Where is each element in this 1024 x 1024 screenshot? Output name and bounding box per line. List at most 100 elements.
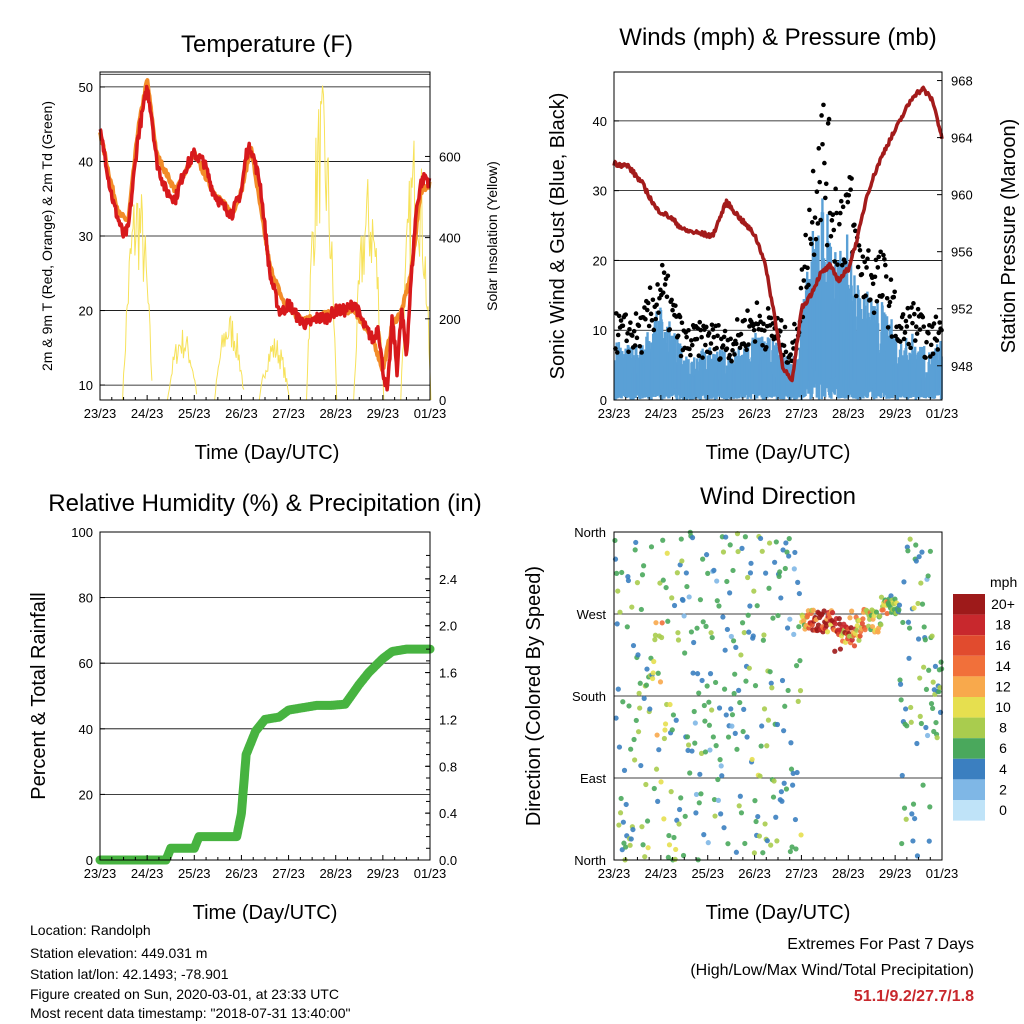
solar-series: [258, 338, 290, 401]
extremes-title: Extremes For Past 7 Days: [787, 936, 974, 953]
gust-point: [761, 321, 766, 327]
direction-point: [669, 727, 675, 733]
direction-point: [938, 659, 944, 665]
direction-point: [641, 695, 647, 701]
direction-point: [623, 801, 629, 808]
direction-point: [875, 629, 881, 635]
direction-point: [643, 781, 649, 788]
direction-point: [712, 813, 718, 819]
gust-point: [746, 342, 751, 347]
direction-point: [686, 594, 692, 600]
gust-point: [818, 217, 823, 223]
direction-point: [775, 612, 781, 619]
direction-point: [689, 534, 696, 541]
direction-point: [707, 671, 714, 677]
gust-point: [920, 314, 926, 320]
precip-y2-tick-label: 2.0: [439, 619, 457, 634]
direction-point: [910, 838, 916, 844]
direction-point: [635, 652, 641, 658]
legend-swatch: [953, 676, 985, 697]
direction-point: [635, 729, 642, 735]
gust-point: [853, 228, 858, 234]
gust-point: [805, 265, 810, 271]
direction-point: [903, 706, 909, 712]
direction-point: [703, 552, 710, 558]
direction-point: [709, 707, 715, 713]
gust-point: [889, 334, 895, 339]
direction-point: [796, 624, 802, 630]
gust-point: [937, 320, 942, 325]
gust-point: [679, 320, 685, 326]
gust-point: [704, 324, 709, 330]
gust-point: [859, 271, 865, 277]
gust-point: [720, 343, 726, 348]
direction-y-tick-label: North: [574, 525, 606, 540]
gust-point: [643, 316, 648, 322]
direction-point: [688, 629, 695, 635]
gust-point: [825, 121, 831, 126]
gust-point: [616, 313, 622, 319]
humidity-title: Relative Humidity (%) & Precipitation (i…: [48, 490, 481, 517]
legend-swatch: [953, 758, 985, 780]
direction-point: [633, 539, 639, 546]
direction-point: [650, 675, 656, 682]
direction-point: [648, 544, 655, 550]
direction-point: [720, 614, 726, 620]
direction-point: [657, 679, 664, 685]
direction-point: [761, 706, 768, 712]
direction-point: [730, 638, 737, 644]
direction-point: [901, 579, 907, 585]
legend-swatch: [953, 635, 985, 656]
humidity-x-tick-label: 25/23: [178, 866, 211, 881]
direction-point: [897, 677, 903, 683]
direction-point: [689, 748, 695, 754]
temperature-x-tick-label: 26/23: [225, 406, 258, 421]
gust-point: [684, 334, 689, 340]
gust-point: [845, 199, 851, 205]
direction-point: [757, 773, 763, 779]
direction-point: [615, 588, 621, 594]
direction-point: [698, 750, 705, 756]
gust-point: [837, 221, 842, 227]
gust-point: [868, 297, 873, 302]
gust-point: [648, 311, 654, 317]
direction-point: [666, 832, 672, 839]
gust-point: [883, 262, 888, 268]
direction-point: [660, 577, 666, 583]
direction-point: [711, 796, 718, 803]
gust-point: [649, 318, 655, 323]
direction-point: [774, 721, 781, 728]
direction-point: [764, 743, 770, 749]
direction-point: [823, 623, 829, 629]
direction-point: [913, 558, 919, 564]
gust-point: [706, 330, 712, 336]
direction-point: [722, 647, 728, 653]
direction-point: [923, 724, 929, 731]
gust-point: [860, 254, 866, 259]
direction-point: [751, 588, 757, 594]
direction-point: [768, 680, 774, 686]
gust-point: [857, 247, 863, 253]
direction-point: [905, 619, 912, 625]
direction-point: [700, 619, 706, 625]
direction-point: [797, 688, 804, 694]
direction-point: [674, 570, 680, 576]
pressure-y2-tick-label: 948: [951, 359, 973, 374]
direction-point: [636, 690, 642, 696]
gust-point: [698, 327, 703, 333]
direction-point: [749, 756, 755, 763]
direction-point: [750, 633, 756, 639]
direction-point: [644, 818, 651, 824]
direction-point: [703, 623, 709, 629]
direction-point: [662, 727, 668, 733]
direction-point: [715, 797, 721, 803]
gust-point: [644, 307, 650, 313]
direction-point: [697, 771, 703, 777]
gust-point: [665, 273, 671, 279]
gust-point: [846, 192, 852, 198]
gust-point: [734, 317, 740, 322]
gust-point: [799, 267, 805, 272]
direction-point: [758, 743, 764, 749]
gust-point: [909, 305, 914, 310]
gust-point: [628, 320, 633, 325]
